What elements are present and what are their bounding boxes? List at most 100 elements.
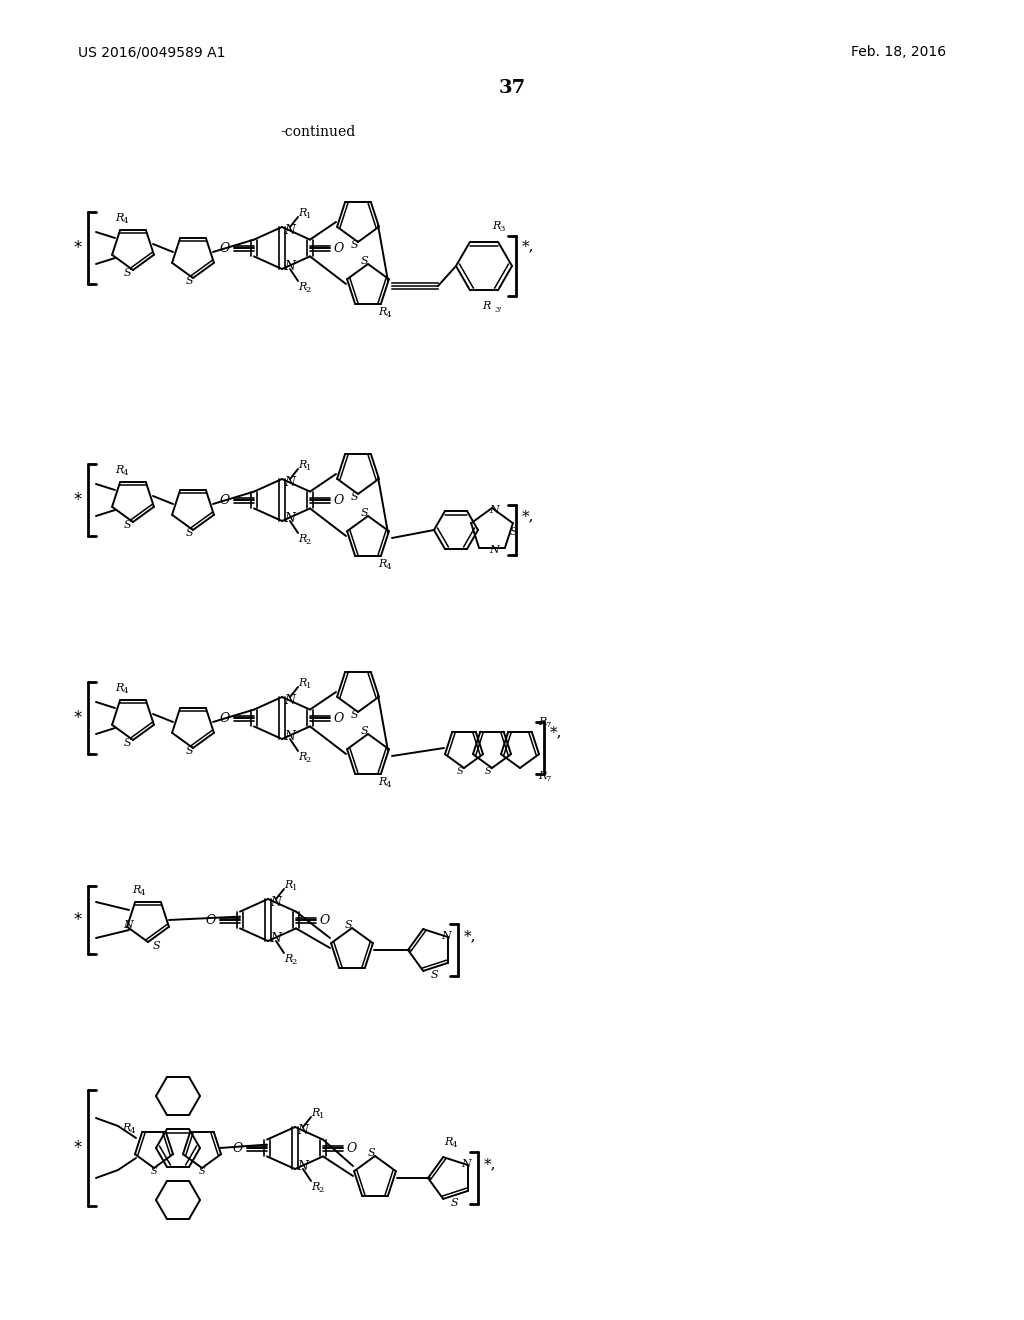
Text: *,: *,	[484, 1158, 497, 1171]
Text: R: R	[115, 213, 123, 223]
Text: 4: 4	[386, 562, 391, 570]
Text: S: S	[123, 738, 131, 748]
Text: 1: 1	[305, 463, 311, 471]
Text: S: S	[360, 256, 368, 267]
Text: *,: *,	[522, 239, 535, 253]
Text: S: S	[360, 726, 368, 737]
Text: S: S	[123, 520, 131, 531]
Text: 3: 3	[500, 224, 505, 232]
Text: S: S	[344, 920, 352, 931]
Text: S: S	[123, 268, 131, 279]
Text: 1: 1	[292, 884, 297, 892]
Text: O: O	[334, 711, 344, 725]
Text: 4: 4	[130, 1127, 135, 1135]
Text: S: S	[185, 746, 193, 756]
Text: *: *	[74, 911, 82, 929]
Text: R: R	[378, 777, 386, 787]
Text: S: S	[350, 710, 357, 719]
Text: 4: 4	[123, 686, 128, 694]
Text: O: O	[334, 494, 344, 507]
Text: 7: 7	[546, 775, 551, 783]
Text: N: N	[441, 931, 451, 941]
Text: R: R	[115, 682, 123, 693]
Text: 2: 2	[318, 1185, 324, 1193]
Text: N: N	[461, 1159, 471, 1170]
Text: 2: 2	[305, 537, 311, 545]
Text: R: R	[538, 771, 546, 781]
Text: N: N	[285, 730, 296, 742]
Text: S: S	[430, 970, 438, 979]
Text: *: *	[74, 239, 82, 257]
Text: S: S	[350, 492, 357, 502]
Text: 2: 2	[305, 286, 311, 294]
Text: 4: 4	[386, 781, 391, 789]
Text: O: O	[220, 242, 230, 255]
Text: N: N	[298, 1123, 308, 1137]
Text: S: S	[153, 941, 160, 950]
Text: N: N	[270, 895, 282, 908]
Text: R: R	[538, 717, 546, 727]
Text: O: O	[220, 494, 230, 507]
Text: S: S	[185, 276, 193, 286]
Text: S: S	[457, 767, 463, 776]
Text: O: O	[334, 242, 344, 255]
Text: 7: 7	[546, 721, 551, 729]
Text: R: R	[311, 1181, 319, 1192]
Text: 1: 1	[305, 682, 311, 690]
Text: N: N	[123, 920, 133, 931]
Text: N: N	[298, 1159, 308, 1172]
Text: R: R	[298, 459, 306, 470]
Text: *,: *,	[464, 929, 476, 942]
Text: 4: 4	[139, 888, 145, 896]
Text: R: R	[115, 465, 123, 475]
Text: N: N	[285, 511, 296, 524]
Text: US 2016/0049589 A1: US 2016/0049589 A1	[78, 45, 225, 59]
Text: 4: 4	[452, 1140, 457, 1148]
Text: R: R	[284, 954, 292, 964]
Text: Feb. 18, 2016: Feb. 18, 2016	[851, 45, 946, 59]
Text: N: N	[285, 260, 296, 272]
Text: R: R	[482, 301, 490, 312]
Text: 3': 3'	[494, 306, 502, 314]
Text: N: N	[285, 693, 296, 706]
Text: S: S	[368, 1148, 375, 1158]
Text: 37: 37	[499, 79, 525, 96]
Text: 4: 4	[123, 469, 128, 477]
Text: R: R	[298, 535, 306, 544]
Text: 4: 4	[386, 310, 391, 319]
Text: *: *	[74, 1139, 82, 1158]
Text: *: *	[74, 709, 82, 727]
Text: N: N	[270, 932, 282, 945]
Text: S: S	[509, 527, 517, 537]
Text: O: O	[319, 913, 330, 927]
Text: S: S	[360, 508, 368, 517]
Text: R: R	[284, 880, 292, 890]
Text: S: S	[451, 1199, 458, 1208]
Text: O: O	[347, 1142, 357, 1155]
Text: R: R	[132, 884, 140, 895]
Text: N: N	[285, 223, 296, 236]
Text: O: O	[206, 913, 216, 927]
Text: R: R	[122, 1123, 130, 1133]
Text: O: O	[232, 1142, 243, 1155]
Text: 1: 1	[305, 211, 311, 220]
Text: R: R	[311, 1107, 319, 1118]
Text: N: N	[489, 506, 499, 515]
Text: R: R	[443, 1137, 453, 1147]
Text: *,: *,	[522, 510, 535, 523]
Text: *,: *,	[550, 725, 562, 739]
Text: R: R	[492, 220, 500, 231]
Text: N: N	[285, 475, 296, 488]
Text: S: S	[199, 1167, 206, 1176]
Text: R: R	[298, 209, 306, 218]
Text: *: *	[74, 491, 82, 510]
Text: R: R	[298, 678, 306, 688]
Text: N: N	[489, 545, 499, 554]
Text: R: R	[378, 308, 386, 317]
Text: 2: 2	[292, 958, 297, 966]
Text: 2: 2	[305, 756, 311, 764]
Text: -continued: -continued	[281, 125, 355, 139]
Text: R: R	[378, 558, 386, 569]
Text: S: S	[350, 240, 357, 249]
Text: S: S	[151, 1167, 158, 1176]
